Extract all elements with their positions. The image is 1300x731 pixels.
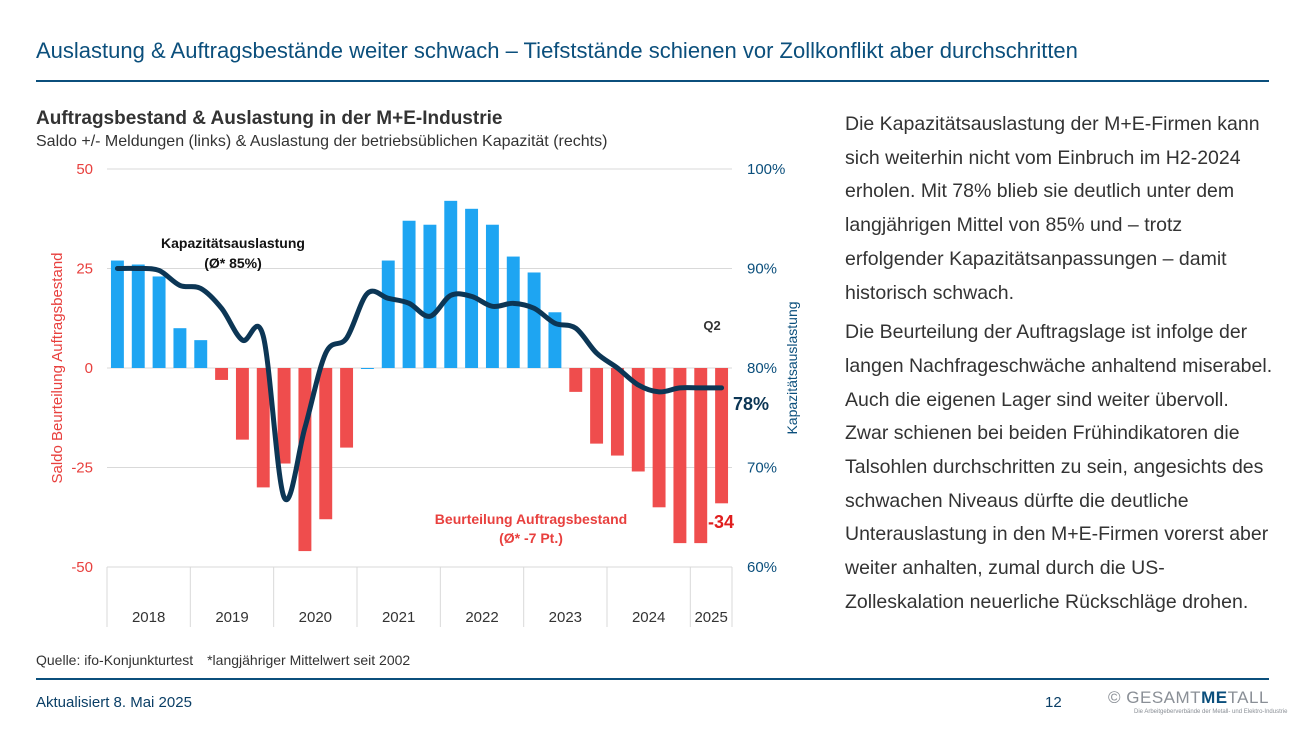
chart: 2018 2019 2020 2021 2022 2023 2024 2025 50 25 0 -25…	[49, 161, 800, 627]
bar	[527, 272, 541, 368]
chart-axes: 2018 2019 2020 2021 2022 2023 2024 2025 50 25 0 -25…	[49, 161, 800, 627]
bar	[319, 368, 333, 520]
chart-source: Quelle: ifo-Konjunkturtest *langjähriger…	[36, 652, 420, 668]
right-tick-label: 90%	[747, 261, 777, 278]
bar	[444, 200, 458, 368]
bar	[110, 260, 124, 368]
bar-series-note: (Ø* -7 Pt.)	[499, 530, 563, 546]
bar-series-label: Beurteilung Auftragsbestand	[435, 511, 627, 527]
commentary-text: Die Kapazitätsauslastung der M+E-Firmen …	[845, 108, 1275, 626]
updated-date: Aktualisiert 8. Mai 2025	[36, 694, 192, 711]
footnote-text: *langjähriger Mittelwert seit 2002	[207, 652, 411, 668]
bar	[610, 368, 624, 456]
bar	[485, 224, 499, 368]
bar	[652, 368, 666, 508]
gesamtmetall-logo: © GESAMTMETALL Die Arbeitgeberverbände d…	[1108, 688, 1287, 722]
bar	[340, 368, 354, 448]
bar	[506, 256, 520, 368]
bar	[673, 368, 687, 544]
bar	[235, 368, 249, 440]
chart-subtitle: Saldo +/- Meldungen (links) & Auslastung…	[36, 133, 608, 150]
title-divider	[36, 80, 1269, 82]
bar	[381, 260, 395, 368]
copyright-symbol: ©	[1108, 688, 1122, 707]
bar	[590, 368, 604, 444]
right-tick-label: 80%	[747, 360, 777, 377]
logo-wordmark: © GESAMTMETALL	[1108, 688, 1269, 708]
year-label: 2021	[382, 609, 415, 626]
logo-brand-b: TALL	[1227, 688, 1269, 707]
left-tick-label: -25	[71, 460, 93, 477]
chart-bars	[110, 200, 729, 552]
year-label: 2019	[215, 609, 248, 626]
chart-labels: Kapazitätsauslastung (Ø* 85%) Beurteilung …	[161, 235, 769, 546]
logo-brand-accent: ME	[1201, 688, 1228, 707]
right-tick-label: 100%	[747, 161, 785, 178]
source-text: Quelle: ifo-Konjunkturtest	[36, 652, 194, 668]
latest-quarter-label: Q2	[703, 318, 720, 333]
bar	[131, 264, 145, 368]
line-series-label: Kapazitätsauslastung	[161, 235, 305, 251]
bar	[715, 368, 729, 504]
line-series-note: (Ø* 85%)	[204, 255, 262, 271]
left-tick-label: 0	[85, 360, 93, 377]
bar	[694, 368, 708, 544]
logo-brand-a: GESAMT	[1126, 688, 1202, 707]
bar	[569, 368, 583, 392]
year-label: 2025	[694, 609, 727, 626]
slide-title: Auslastung & Auftragsbestände weiter sch…	[36, 38, 1078, 63]
year-label: 2024	[632, 609, 665, 626]
commentary-paragraph-2: Die Beurteilung der Auftragslage ist inf…	[845, 321, 1273, 613]
latest-bar-value: -34	[708, 512, 734, 532]
bar	[152, 276, 166, 368]
bar	[423, 224, 437, 368]
year-label: 2023	[549, 609, 582, 626]
bar	[256, 368, 270, 488]
right-tick-label: 70%	[747, 460, 777, 477]
year-label: 2020	[299, 609, 332, 626]
left-tick-label: 25	[76, 261, 93, 278]
latest-line-value: 78%	[733, 394, 769, 414]
capacity-utilization-line	[114, 265, 725, 503]
right-axis-title: Kapazitätsauslastung	[784, 301, 800, 434]
bar	[465, 208, 479, 368]
logo-tagline: Die Arbeitgeberverbände der Metall- und …	[1134, 709, 1288, 715]
bar	[631, 368, 645, 472]
commentary-paragraph-1: Die Kapazitätsauslastung der M+E-Firmen …	[845, 113, 1260, 304]
year-label: 2022	[465, 609, 498, 626]
right-tick-label: 60%	[747, 559, 777, 576]
bar	[360, 368, 374, 369]
chart-title: Auftragsbestand & Auslastung in der M+E-…	[36, 108, 503, 129]
bar	[402, 220, 416, 368]
left-axis-title: Saldo Beurteilung Auftragsbestand	[49, 253, 66, 484]
bar	[215, 368, 229, 380]
page-number: 12	[1045, 694, 1062, 711]
left-tick-label: -50	[71, 559, 93, 576]
bar	[277, 368, 291, 464]
bar	[173, 328, 187, 368]
chart-gridlines	[107, 168, 732, 568]
footer-divider	[36, 678, 1269, 680]
left-tick-label: 50	[76, 161, 93, 178]
bar	[194, 340, 208, 368]
year-label: 2018	[132, 609, 165, 626]
